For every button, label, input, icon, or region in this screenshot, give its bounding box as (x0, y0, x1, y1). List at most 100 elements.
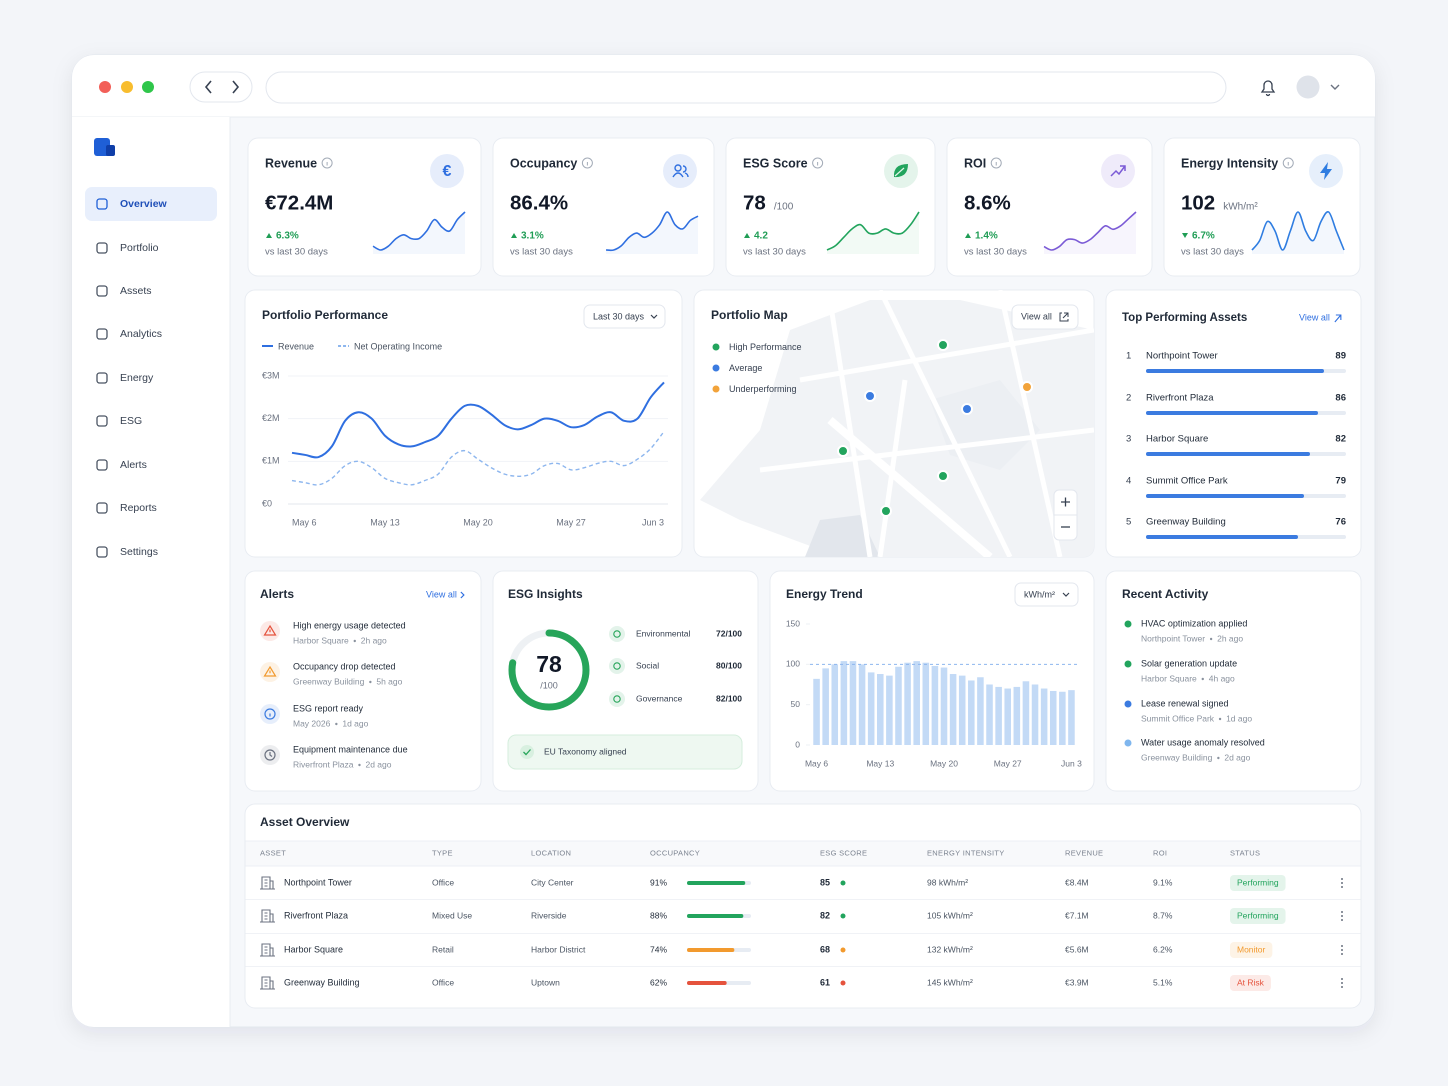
sparkline-area (827, 212, 919, 254)
view-all-link[interactable]: View all (1299, 312, 1330, 322)
range-label[interactable]: Last 30 days (593, 311, 645, 321)
row-menu-dot[interactable] (1341, 882, 1343, 884)
esg-dot (840, 980, 846, 986)
nav-item[interactable]: Alerts (120, 459, 147, 471)
maximize-dot[interactable] (142, 81, 154, 93)
kpi-icon-bg (430, 154, 464, 188)
bar (940, 667, 948, 745)
cell-asset[interactable]: Greenway Building (284, 977, 360, 987)
row-menu-dot[interactable] (1341, 911, 1343, 913)
map-pin[interactable] (937, 470, 949, 482)
card-title: ESG Insights (508, 587, 583, 601)
map-view-all-label[interactable]: View all (1021, 311, 1052, 321)
minimize-dot[interactable] (121, 81, 133, 93)
nav-item[interactable]: Energy (120, 372, 154, 384)
chevron-icon (460, 591, 465, 599)
bar (922, 662, 930, 745)
bar (1049, 690, 1057, 745)
view-all-link[interactable]: View all (426, 589, 457, 599)
map-view-all[interactable] (1011, 304, 1079, 330)
x-tick-label: May 27 (556, 517, 586, 527)
row-menu-dot[interactable] (1341, 986, 1343, 988)
forward-button[interactable] (232, 80, 240, 94)
sparkline-area (1044, 212, 1136, 254)
cell-occupancy: 74% (650, 944, 667, 954)
map-pin[interactable] (961, 403, 973, 415)
nav-item[interactable]: Portfolio (120, 242, 159, 254)
sparkline-area (373, 212, 465, 254)
activity-time: 2h ago (1217, 633, 1243, 643)
cell-type: Retail (432, 944, 454, 954)
kpi-label: Revenue (265, 156, 317, 170)
activity-time: 1d ago (1226, 713, 1252, 723)
row-menu-dot[interactable] (1341, 915, 1343, 917)
activity-title: Water usage anomaly resolved (1141, 737, 1265, 747)
trend-arrow (1182, 233, 1188, 238)
bell-icon[interactable] (1260, 80, 1276, 97)
nav-item[interactable]: Overview (120, 198, 168, 210)
chevron-icon (650, 314, 658, 319)
activity-location: Harbor Square (1141, 673, 1197, 683)
kpi-value: 102 (1181, 191, 1215, 214)
legend-dot (712, 343, 720, 351)
nav-item[interactable]: Assets (120, 285, 152, 297)
account-chevron[interactable] (1330, 84, 1340, 90)
cell-occupancy: 91% (650, 877, 667, 887)
kpi-change: 6.7% (1192, 231, 1215, 242)
unit-dropdown[interactable] (1014, 582, 1079, 607)
back-button[interactable] (204, 80, 212, 94)
asset-score: 89 (1335, 351, 1346, 362)
map-pin[interactable] (864, 390, 876, 402)
chevron-icon (1062, 592, 1070, 597)
map-block (805, 515, 880, 557)
x-tick-label: May 20 (930, 758, 958, 768)
map-pin[interactable] (837, 445, 849, 457)
activity-dot (1124, 739, 1132, 747)
cell-revenue: €7.1M (1065, 910, 1089, 920)
row-menu-dot[interactable] (1341, 978, 1343, 980)
close-dot[interactable] (99, 81, 111, 93)
map-pin[interactable] (937, 339, 949, 351)
kpi-card (1163, 137, 1361, 277)
nav-item[interactable]: ESG (120, 415, 142, 427)
legend-dot (712, 364, 720, 372)
row-menu-dot[interactable] (1341, 953, 1343, 955)
nav-item[interactable]: Reports (120, 502, 157, 514)
meta-bullet (1217, 756, 1220, 760)
address-bar[interactable] (265, 71, 1227, 104)
avatar[interactable] (1296, 75, 1320, 99)
row-menu-dot[interactable] (1341, 982, 1343, 984)
kpi-value: 78 (743, 191, 766, 214)
rank: 4 (1126, 476, 1131, 487)
alert-icon (269, 752, 273, 757)
kpi-change: 3.1% (521, 231, 544, 242)
meta-bullet (1201, 677, 1204, 681)
card-title: Portfolio Map (711, 308, 788, 322)
kpi-change: 6.3% (276, 231, 299, 242)
info-icon (990, 157, 1002, 169)
alert-title: Equipment maintenance due (293, 744, 408, 754)
row-menu-dot[interactable] (1341, 886, 1343, 888)
row-menu-dot[interactable] (1341, 919, 1343, 921)
esg-dot (840, 880, 846, 886)
kpi-icon (1110, 165, 1126, 177)
map-pin[interactable] (880, 505, 892, 517)
map-pin[interactable] (1021, 381, 1033, 393)
cell-location: Riverside (531, 910, 567, 920)
nav-item[interactable]: Settings (120, 546, 158, 558)
zoom-in[interactable] (1061, 497, 1070, 507)
range-dropdown[interactable] (583, 304, 666, 329)
rank: 1 (1126, 351, 1131, 362)
row-menu-dot[interactable] (1341, 945, 1343, 947)
kpi-icon (674, 164, 682, 172)
row-menu-dot[interactable] (1341, 878, 1343, 880)
activity-title: Solar generation update (1141, 658, 1237, 668)
cell-asset[interactable]: Northpoint Tower (284, 877, 352, 887)
unit-label[interactable]: kWh/m² (1024, 589, 1055, 599)
cell-asset[interactable]: Riverfront Plaza (284, 910, 348, 920)
nav-item[interactable]: Analytics (120, 328, 162, 340)
score-bar (1146, 494, 1304, 498)
nav-icon (96, 198, 108, 210)
cell-asset[interactable]: Harbor Square (284, 944, 343, 954)
row-menu-dot[interactable] (1341, 949, 1343, 951)
